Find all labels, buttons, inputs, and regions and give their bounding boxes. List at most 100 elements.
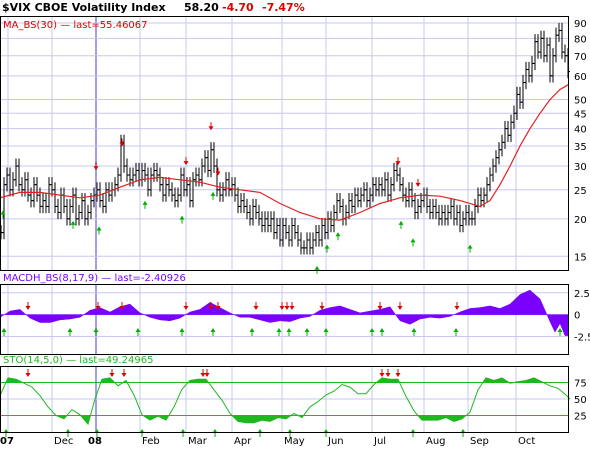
x-tick-label: Oct <box>518 436 535 447</box>
price-sell-arrow-head <box>208 126 214 131</box>
sto-sell-arrow-head <box>109 373 115 377</box>
price-y-tick: 20 <box>574 215 587 226</box>
macd-buy-arrow-head <box>286 328 292 332</box>
price-y-tick: 60 <box>574 72 587 83</box>
macd-sell-arrow-head <box>454 306 460 310</box>
sto-sell-arrow-head <box>204 373 210 377</box>
macd-buy-arrow-head <box>276 328 282 332</box>
price-sell-arrow-head <box>183 161 189 166</box>
price-sell-arrow-head <box>93 166 99 171</box>
macd-buy-arrow-head <box>411 328 417 332</box>
price-buy-arrow-head <box>210 191 216 196</box>
macd-y-tick: 2.5 <box>574 289 590 300</box>
x-tick-label: Feb <box>142 436 160 447</box>
price-buy-arrow-head <box>314 265 320 270</box>
price-buy-arrow-head <box>0 210 6 215</box>
macd-sell-arrow-head <box>119 306 125 310</box>
macd-legend: MACDH_BS(8,17,9) — last=-2.40926 <box>3 273 186 284</box>
price-buy-arrow-head <box>410 238 416 243</box>
macd-buy-arrow-head <box>453 328 459 332</box>
macd-sell-arrow-head <box>215 306 221 310</box>
x-tick-label: Mar <box>188 436 208 447</box>
price-buy-arrow-head <box>142 200 148 205</box>
macd-sell-arrow-head <box>253 306 259 310</box>
macd-sell-arrow-head <box>25 306 31 310</box>
macd-buy-arrow-head <box>67 328 73 332</box>
stochastic-oscillator <box>0 377 571 426</box>
last-price: 58.20 <box>184 1 219 14</box>
panel-border <box>0 284 569 355</box>
price-y-tick: 15 <box>574 252 587 263</box>
price-sell-arrow-head <box>119 142 125 147</box>
macd-buy-arrow-head <box>179 328 185 332</box>
axes: 90 80 70 60 50 45 40 35 30 25 20 15 2.5 0 -2.5 75 50 25 07… <box>0 19 590 447</box>
sto-sell-arrow-head <box>379 373 385 377</box>
price-change-percent: -7.47% <box>262 1 305 14</box>
price-y-tick: 30 <box>574 162 587 173</box>
sto-sell-arrow-head <box>25 373 31 377</box>
ma-legend: MA_BS(30) — last=55.46067 <box>3 20 148 31</box>
price-sell-arrow-head <box>215 171 221 176</box>
x-tick-label: 07 <box>0 436 14 447</box>
price-y-tick: 25 <box>574 186 587 197</box>
price-buy-arrow-head <box>324 244 330 249</box>
x-tick-label: Jul <box>373 436 386 447</box>
macd-sell-arrow-head <box>95 306 101 310</box>
ma-series-line <box>0 84 569 221</box>
macd-buy-arrow-head <box>93 328 99 332</box>
price-y-tick: 50 <box>574 96 587 107</box>
macd-sell-arrow-head <box>377 306 383 310</box>
chart-header: $VIX CBOE Volatility Index 58.20 -4.70 -… <box>2 1 305 14</box>
macd-sell-arrow-head <box>289 306 295 310</box>
x-tick-label: 08 <box>88 436 102 447</box>
macd-sell-arrow-head <box>319 306 325 310</box>
x-tick-label: Sep <box>470 436 489 447</box>
sto-sell-arrow-head <box>385 373 391 377</box>
price-buy-arrow-head <box>70 220 76 225</box>
sto-sell-arrow-head <box>121 373 127 377</box>
macd-y-tick: 0 <box>574 311 580 322</box>
x-tick-label: Apr <box>234 436 252 447</box>
macd-buy-arrow-head <box>379 328 385 332</box>
macd-sell-arrow-head <box>208 306 214 310</box>
price-y-tick: 70 <box>574 52 587 63</box>
price-buy-arrow-head <box>335 232 341 237</box>
macd-buy-arrow-head <box>557 328 563 332</box>
x-tick-label: Jun <box>327 436 344 447</box>
price-buy-arrow-head <box>467 244 473 249</box>
sto-legend: STO(14,5,0) — last=49.24965 <box>3 355 153 366</box>
macd-histogram-area <box>0 289 569 336</box>
macd-buy-arrow-head <box>249 328 255 332</box>
sto-sell-arrow-head <box>395 373 401 377</box>
price-sell-arrow-head <box>395 161 401 166</box>
macd-buy-arrow-head <box>210 328 216 332</box>
price-y-tick: 35 <box>574 142 587 153</box>
price-change: -4.70 <box>222 1 254 14</box>
moving-average-line <box>0 84 569 221</box>
x-tick-label: Dec <box>54 436 73 447</box>
macd-y-tick: -2.5 <box>574 333 590 344</box>
symbol-title: $VIX CBOE Volatility Index <box>2 1 166 14</box>
price-y-tick: 40 <box>574 125 587 136</box>
price-y-tick: 45 <box>574 109 587 120</box>
x-tick-label: Aug <box>426 436 446 447</box>
panel-border <box>0 16 569 271</box>
sto-series-line <box>0 377 571 426</box>
macd-sell-arrow-head <box>397 306 403 310</box>
macd-sell-arrow-head <box>183 306 189 310</box>
macd-histogram <box>0 289 569 336</box>
macd-buy-arrow-head <box>369 328 375 332</box>
price-bars <box>0 22 570 255</box>
sto-y-tick: 25 <box>574 412 587 423</box>
macd-buy-arrow-head <box>135 328 141 332</box>
price-buy-arrow-head <box>96 226 102 231</box>
macd-sell-arrow-head <box>279 306 285 310</box>
price-sell-arrow-head <box>415 182 421 187</box>
sto-sell-arrow-head <box>200 373 206 377</box>
price-y-tick: 90 <box>574 19 587 30</box>
price-buy-arrow-head <box>179 215 185 220</box>
macd-sell-arrow-head <box>284 306 290 310</box>
macd-buy-arrow-head <box>304 328 310 332</box>
macd-buy-arrow-head <box>1 328 7 332</box>
